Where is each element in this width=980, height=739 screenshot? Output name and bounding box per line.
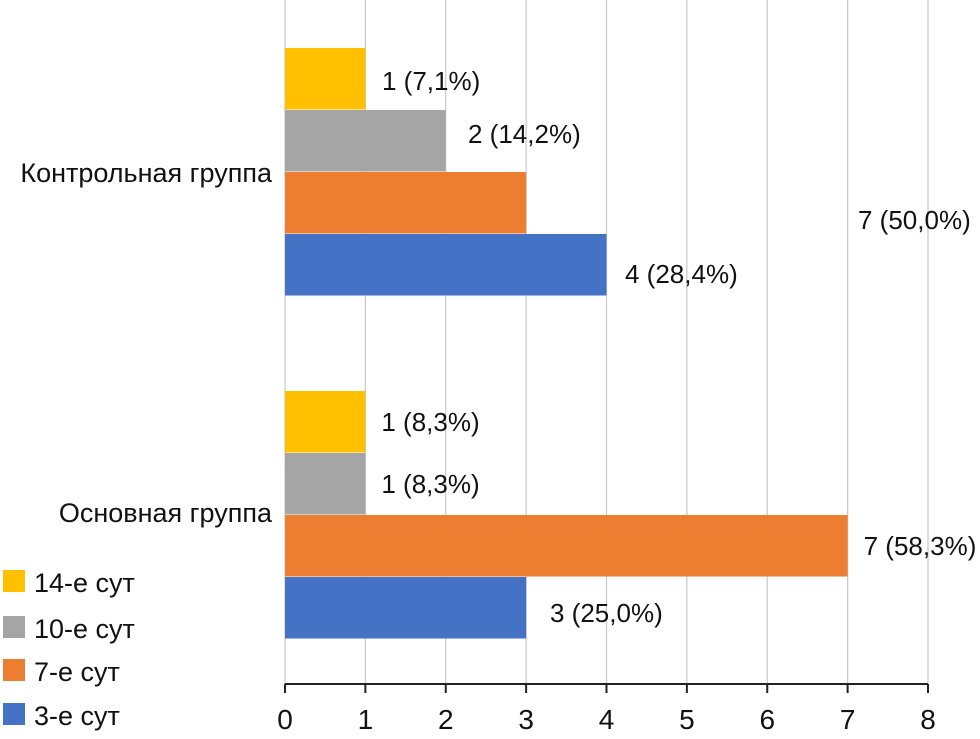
category-labels: Контрольная группа Основная группа	[20, 158, 273, 528]
data-label: 2 (14,2%)	[468, 119, 581, 149]
x-tick-label: 3	[518, 704, 534, 735]
x-tick-label: 6	[759, 704, 775, 735]
category-label-main: Основная группа	[59, 498, 273, 528]
legend-label-3-day: 3-е сут	[34, 701, 120, 731]
x-tick-label: 5	[679, 704, 695, 735]
legend-label-7-day: 7-е сут	[34, 657, 120, 687]
data-label: 7 (50,0%)	[858, 205, 971, 235]
bars	[285, 48, 848, 639]
legend-swatch-7-day	[3, 659, 25, 681]
data-label: 1 (8,3%)	[381, 469, 479, 499]
legend-label-10-day: 10-е сут	[34, 614, 135, 644]
bar	[285, 515, 848, 577]
bar	[285, 48, 366, 110]
data-label: 4 (28,4%)	[625, 259, 738, 289]
x-tick-label: 2	[438, 704, 454, 735]
data-label: 7 (58,3%)	[864, 531, 977, 561]
bar	[285, 453, 366, 515]
legend-swatch-10-day	[3, 616, 25, 638]
x-tick-label: 7	[840, 704, 856, 735]
bar	[285, 172, 527, 234]
legend-label-14-day: 14-е сут	[34, 568, 135, 598]
data-labels: 1 (7,1%) 2 (14,2%) 7 (50,0%) 4 (28,4%) 1 (8,…	[381, 66, 976, 628]
x-tick-label: 4	[599, 704, 615, 735]
data-label: 1 (8,3%)	[381, 407, 479, 437]
legend-swatch-3-day	[3, 703, 25, 725]
x-tick-label: 8	[920, 704, 936, 735]
data-label: 1 (7,1%)	[382, 66, 480, 96]
bar	[285, 391, 366, 453]
x-tick-label: 0	[277, 704, 293, 735]
category-label-control: Контрольная группа	[20, 158, 273, 188]
x-axis: 0 1 2 3 4 5 6 7 8	[277, 683, 936, 735]
bar	[285, 110, 446, 172]
legend-swatch-14-day	[3, 570, 25, 592]
bar	[285, 234, 607, 296]
data-label: 3 (25,0%)	[550, 598, 663, 628]
legend: 14-е сут 10-е сут 7-е сут 3-е сут	[3, 568, 135, 731]
bar	[285, 577, 527, 639]
x-tick-label: 1	[358, 704, 374, 735]
